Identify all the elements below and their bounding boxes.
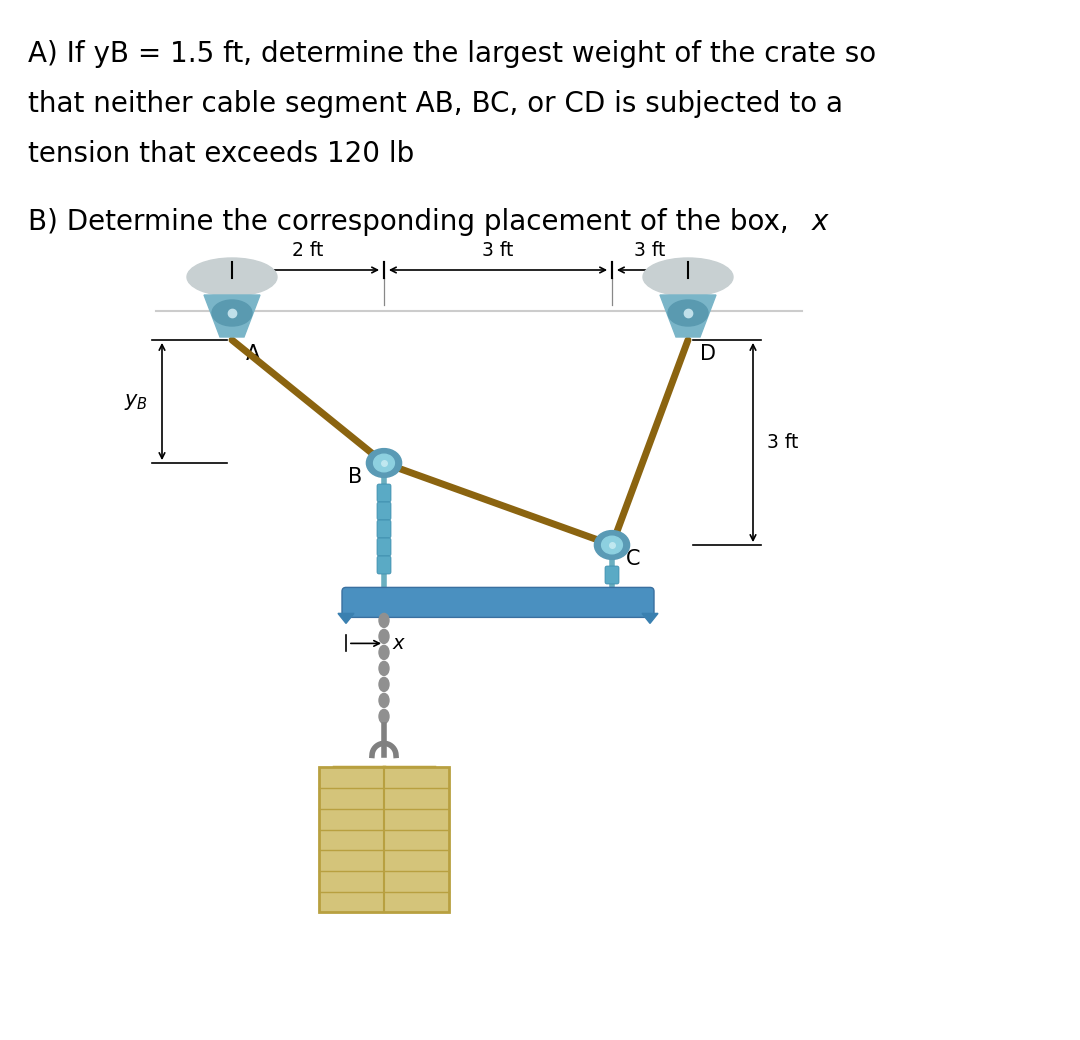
- Text: that neither cable segment AB, BC, or CD is subjected to a: that neither cable segment AB, BC, or CD…: [28, 90, 843, 118]
- Text: 3 ft: 3 ft: [767, 433, 798, 452]
- Polygon shape: [204, 295, 260, 337]
- Text: A: A: [246, 344, 260, 364]
- Text: 3 ft: 3 ft: [634, 241, 665, 260]
- Ellipse shape: [379, 694, 389, 707]
- Bar: [319, 768, 449, 912]
- FancyBboxPatch shape: [342, 588, 654, 618]
- Ellipse shape: [379, 661, 389, 675]
- FancyBboxPatch shape: [377, 520, 391, 538]
- Text: D: D: [700, 344, 716, 364]
- FancyBboxPatch shape: [377, 538, 391, 556]
- Ellipse shape: [187, 258, 276, 296]
- Ellipse shape: [602, 537, 622, 553]
- Ellipse shape: [643, 258, 733, 296]
- FancyBboxPatch shape: [605, 566, 619, 584]
- Ellipse shape: [379, 677, 389, 692]
- Text: 3 ft: 3 ft: [483, 241, 514, 260]
- Ellipse shape: [669, 300, 708, 326]
- Text: C: C: [626, 549, 640, 569]
- Text: B: B: [348, 467, 362, 487]
- Text: x: x: [812, 208, 828, 236]
- Text: A) If yB = 1.5 ft, determine the largest weight of the crate so: A) If yB = 1.5 ft, determine the largest…: [28, 40, 876, 68]
- Ellipse shape: [379, 709, 389, 724]
- Text: tension that exceeds 120 lb: tension that exceeds 120 lb: [28, 140, 415, 168]
- Text: B) Determine the corresponding placement of the box,: B) Determine the corresponding placement…: [28, 208, 798, 236]
- Text: $y_B$: $y_B$: [124, 391, 148, 412]
- Polygon shape: [338, 614, 354, 623]
- Ellipse shape: [379, 614, 389, 627]
- Polygon shape: [660, 295, 716, 337]
- Ellipse shape: [594, 530, 630, 560]
- Ellipse shape: [366, 448, 402, 477]
- FancyBboxPatch shape: [377, 556, 391, 574]
- FancyBboxPatch shape: [377, 502, 391, 520]
- Ellipse shape: [212, 300, 252, 326]
- Ellipse shape: [379, 629, 389, 644]
- Ellipse shape: [379, 646, 389, 659]
- FancyBboxPatch shape: [377, 484, 391, 502]
- Text: x: x: [392, 634, 404, 653]
- Polygon shape: [642, 614, 658, 623]
- Text: 2 ft: 2 ft: [293, 241, 324, 260]
- Ellipse shape: [374, 454, 394, 472]
